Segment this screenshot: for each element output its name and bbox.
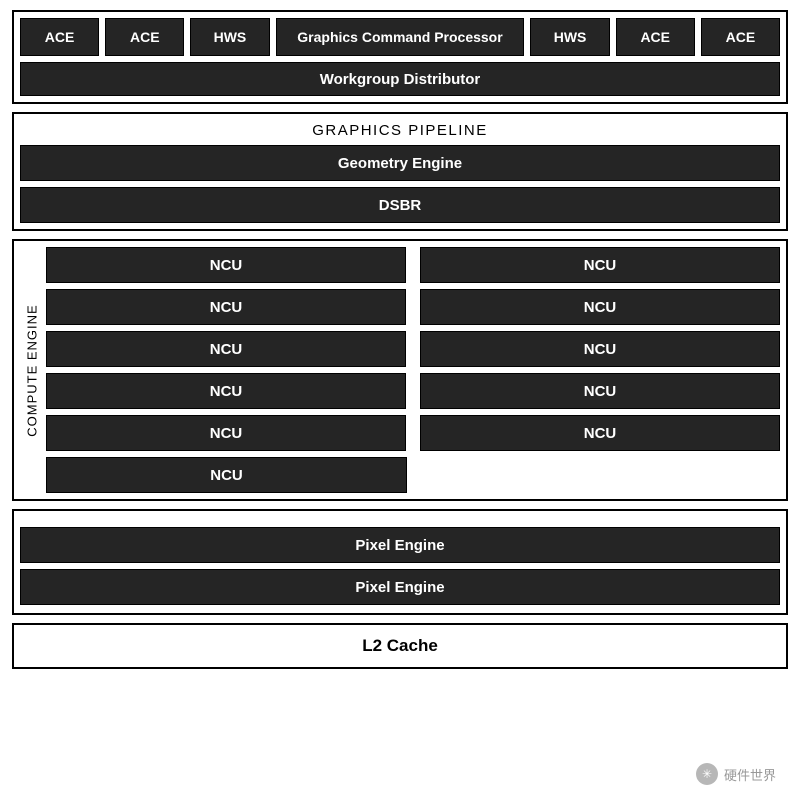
ace-block: ACE	[105, 18, 184, 56]
ncu-block: NCU	[46, 373, 406, 409]
command-processor-section: ACE ACE HWS Graphics Command Processor H…	[12, 10, 788, 104]
ncu-block: NCU	[46, 331, 406, 367]
ncu-row: NCU	[46, 457, 780, 493]
ncu-block: NCU	[420, 331, 780, 367]
ncu-row: NCU NCU	[46, 373, 780, 409]
ace-block: ACE	[20, 18, 99, 56]
ncu-row: NCU NCU	[46, 331, 780, 367]
compute-engine-label-wrap: COMPUTE ENGINE	[18, 247, 46, 493]
ncu-row: NCU NCU	[46, 415, 780, 451]
graphics-pipeline-section: GRAPHICS PIPELINE Geometry Engine DSBR	[12, 112, 788, 231]
hws-block: HWS	[190, 18, 269, 56]
top-row: ACE ACE HWS Graphics Command Processor H…	[20, 18, 780, 56]
ncu-block: NCU	[420, 247, 780, 283]
dsbr-block: DSBR	[20, 187, 780, 223]
pixel-engine-section: Pixel Engine Pixel Engine	[12, 509, 788, 615]
compute-engine-section: COMPUTE ENGINE NCUNCUNCUNCUNCUNCUNCUNCUN…	[12, 239, 788, 501]
hws-block: HWS	[530, 18, 609, 56]
ncu-block: NCU	[420, 289, 780, 325]
graphics-command-processor-block: Graphics Command Processor	[276, 18, 525, 56]
ace-block: ACE	[701, 18, 780, 56]
ncu-row: NCU NCU	[46, 289, 780, 325]
graphics-pipeline-title: GRAPHICS PIPELINE	[20, 122, 780, 139]
l2-cache-block: L2 Cache	[12, 623, 788, 669]
ncu-block: NCU	[46, 415, 406, 451]
geometry-engine-block: Geometry Engine	[20, 145, 780, 181]
ncu-block: NCU	[420, 415, 780, 451]
workgroup-distributor-block: Workgroup Distributor	[20, 62, 780, 96]
ncu-block: NCU	[420, 373, 780, 409]
watermark-icon: ✳	[696, 763, 718, 785]
watermark-text: 硬件世界	[724, 765, 776, 784]
ncu-block: NCU	[46, 457, 407, 493]
watermark: ✳ 硬件世界	[696, 763, 776, 785]
pixel-engine-block: Pixel Engine	[20, 527, 780, 563]
ncu-empty	[421, 457, 780, 493]
compute-engine-label: COMPUTE ENGINE	[25, 304, 40, 436]
ncu-row: NCU NCU	[46, 247, 780, 283]
ace-block: ACE	[616, 18, 695, 56]
ncu-grid: NCU NCU NCU NCU NCU NCU NCU NCU NCU NCU NCU	[46, 247, 780, 493]
ncu-block: NCU	[46, 247, 406, 283]
ncu-block: NCU	[46, 289, 406, 325]
pixel-engine-block: Pixel Engine	[20, 569, 780, 605]
